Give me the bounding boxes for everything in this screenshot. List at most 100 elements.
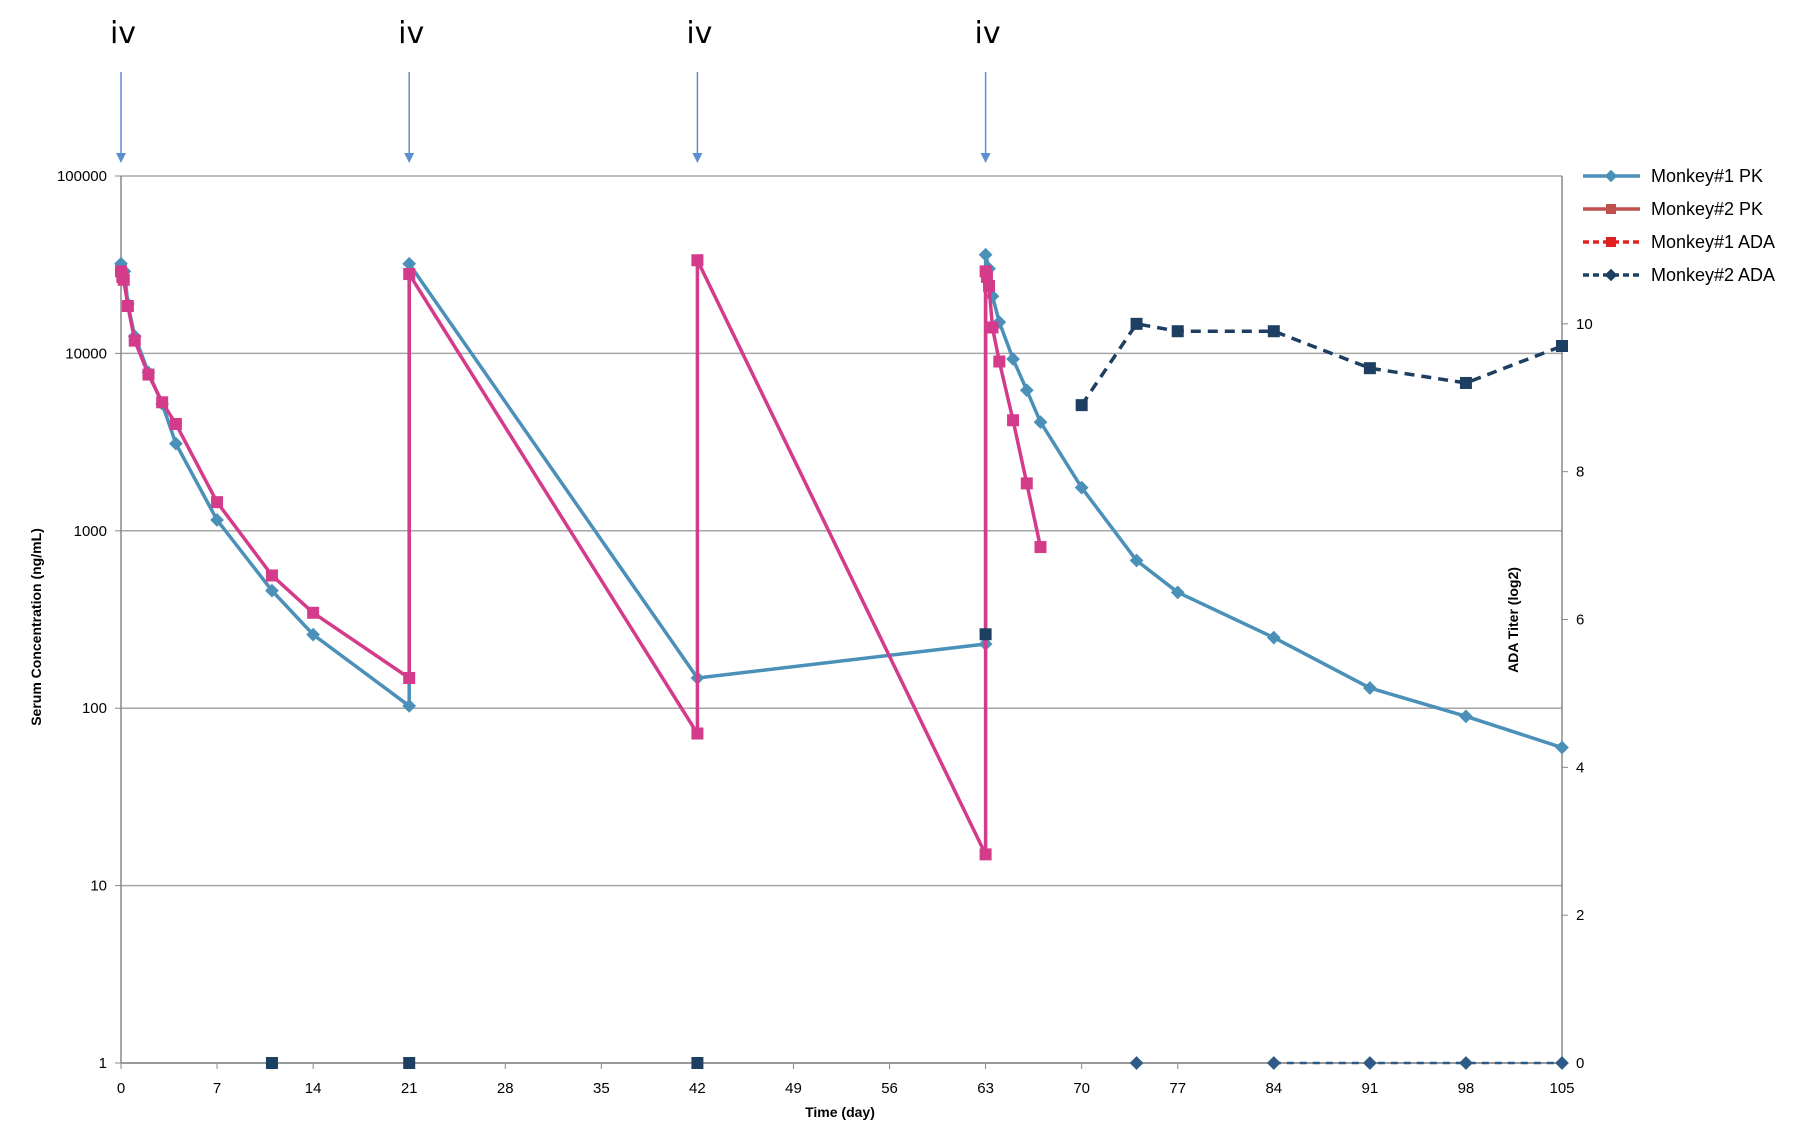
y2-tick-label: 6 bbox=[1576, 612, 1584, 629]
data-point bbox=[1020, 477, 1033, 490]
legend-marker bbox=[1604, 268, 1618, 282]
data-point bbox=[306, 627, 321, 642]
data-point bbox=[1129, 553, 1144, 568]
data-point bbox=[1075, 399, 1088, 412]
legend-marker bbox=[1606, 204, 1616, 214]
x-tick-label: 42 bbox=[689, 1080, 706, 1097]
series-line bbox=[119, 252, 1563, 750]
series-group bbox=[114, 247, 1569, 1070]
x-tick-label: 105 bbox=[1549, 1080, 1574, 1097]
data-point bbox=[142, 368, 155, 381]
data-point bbox=[265, 583, 279, 598]
y-tick-label: 10 bbox=[90, 878, 107, 895]
x-tick-label: 35 bbox=[593, 1080, 610, 1097]
data-point bbox=[169, 436, 183, 451]
data-point bbox=[117, 273, 130, 286]
y2-tick-label: 0 bbox=[1576, 1055, 1584, 1072]
legend-label: Monkey#2 PK bbox=[1651, 199, 1763, 219]
y-tick-label: 10000 bbox=[65, 345, 107, 362]
data-point bbox=[1362, 681, 1377, 695]
x-tick-label: 91 bbox=[1362, 1080, 1379, 1097]
series-monkey-1-ada bbox=[265, 317, 1568, 1069]
dose-label: iv bbox=[110, 16, 136, 51]
data-point bbox=[1555, 1056, 1569, 1070]
x-tick-label: 63 bbox=[977, 1080, 994, 1097]
y-tick-label: 100000 bbox=[57, 168, 107, 185]
legend: Monkey#1 PK Monkey#2 PK Monkey#1 ADA Monkey… bbox=[1583, 166, 1775, 285]
data-point bbox=[265, 1057, 278, 1069]
x-tick-label: 56 bbox=[881, 1080, 898, 1097]
legend-item: Monkey#2 PK bbox=[1583, 199, 1763, 219]
data-point bbox=[1555, 740, 1569, 755]
data-point bbox=[128, 334, 141, 347]
dose-arrow-head bbox=[980, 153, 991, 163]
gridlines bbox=[121, 175, 1562, 1064]
data-point bbox=[1363, 362, 1376, 375]
x-tick-label: 0 bbox=[117, 1080, 125, 1097]
x-tick-label: 98 bbox=[1458, 1080, 1475, 1097]
y-tick-label: 1 bbox=[99, 1055, 107, 1072]
data-point bbox=[983, 279, 996, 292]
dose-annotations: iv iv iv iv bbox=[110, 16, 1001, 163]
data-point bbox=[210, 513, 224, 527]
data-point bbox=[403, 671, 416, 684]
data-point bbox=[691, 727, 704, 740]
legend-marker bbox=[1604, 169, 1618, 183]
data-point bbox=[1019, 383, 1034, 398]
data-point bbox=[1034, 541, 1047, 554]
data-point bbox=[986, 321, 999, 334]
data-point bbox=[1129, 1056, 1144, 1070]
legend-item: Monkey#1 ADA bbox=[1583, 232, 1775, 252]
x-tick-label: 77 bbox=[1169, 1080, 1186, 1097]
data-point bbox=[265, 569, 278, 582]
legend-item: Monkey#1 PK bbox=[1583, 166, 1763, 186]
data-point bbox=[993, 355, 1006, 368]
data-point bbox=[1007, 414, 1020, 427]
y2-tick-label: 4 bbox=[1576, 759, 1584, 776]
data-point bbox=[691, 1057, 704, 1069]
data-point bbox=[1362, 1056, 1377, 1070]
dose-arrow-head bbox=[404, 153, 415, 163]
data-point bbox=[402, 256, 417, 271]
data-point bbox=[980, 270, 993, 283]
data-point bbox=[169, 417, 182, 430]
dose-arrow-head bbox=[692, 153, 703, 163]
legend-label: Monkey#2 ADA bbox=[1651, 265, 1775, 285]
legend-label: Monkey#1 PK bbox=[1651, 166, 1763, 186]
data-point bbox=[1266, 630, 1281, 645]
data-point bbox=[1556, 340, 1568, 353]
data-point bbox=[403, 1057, 416, 1069]
data-point bbox=[211, 496, 224, 509]
dose-arrow-head bbox=[116, 153, 126, 163]
x-tick-label: 21 bbox=[401, 1080, 418, 1097]
axes bbox=[115, 175, 1568, 1069]
data-point bbox=[403, 268, 416, 281]
data-point bbox=[691, 254, 704, 267]
legend-item: Monkey#2 ADA bbox=[1583, 265, 1775, 285]
y2-tick-label: 8 bbox=[1576, 464, 1584, 481]
series-line bbox=[1080, 321, 1563, 407]
data-point bbox=[1006, 352, 1020, 366]
data-point bbox=[978, 247, 993, 262]
data-point bbox=[1266, 1056, 1281, 1070]
data-point bbox=[1170, 585, 1185, 600]
y2-tick-label: 10 bbox=[1576, 316, 1593, 333]
series-monkey-2-ada bbox=[1129, 1056, 1569, 1070]
x-tick-label: 49 bbox=[785, 1080, 802, 1097]
data-point bbox=[1130, 317, 1143, 330]
y-axis-title: Serum Concentration (ng/mL) bbox=[28, 528, 44, 726]
data-point bbox=[1267, 325, 1280, 338]
dose-label: iv bbox=[686, 16, 712, 51]
data-point bbox=[307, 606, 320, 619]
data-point bbox=[1459, 709, 1473, 724]
data-point bbox=[121, 300, 134, 313]
legend-label: Monkey#1 ADA bbox=[1651, 232, 1775, 252]
dose-label: iv bbox=[398, 16, 424, 51]
series-monkey-2-pk bbox=[115, 254, 1047, 861]
data-point bbox=[1074, 480, 1089, 495]
data-point bbox=[1459, 376, 1472, 389]
data-point bbox=[979, 628, 992, 641]
